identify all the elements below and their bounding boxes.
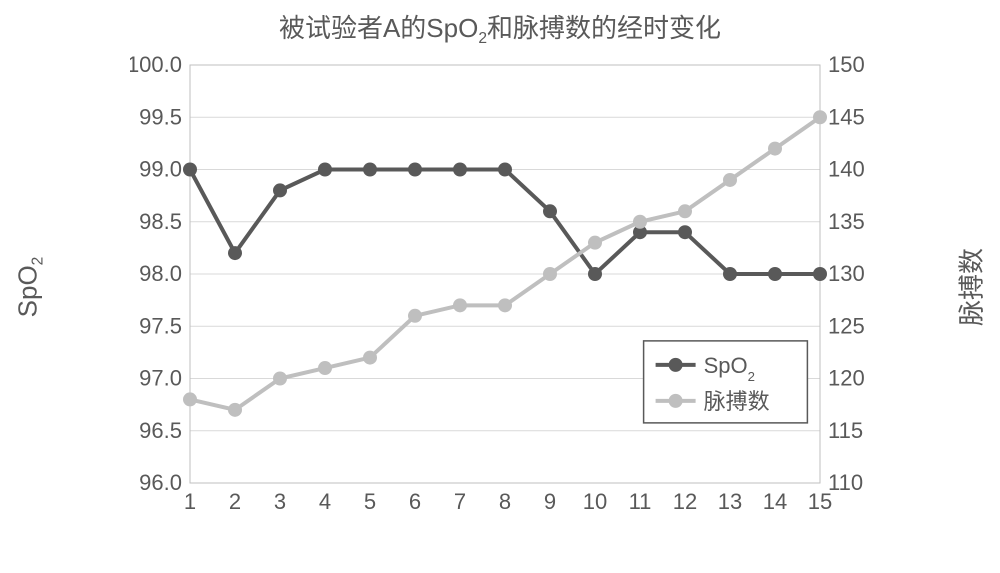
svg-text:13: 13 [718,489,742,514]
svg-text:99.5: 99.5 [139,104,182,129]
svg-text:7: 7 [454,489,466,514]
chart-title: 被试验者A的SpO2和脉搏数的经时变化 [0,8,1000,48]
svg-text:110: 110 [828,470,863,495]
svg-text:125: 125 [828,313,865,338]
title-text-2: 和脉搏数的经时变化 [487,13,721,43]
chart-container: 被试验者A的SpO2和脉搏数的经时变化 SpO2 脉搏数 96.096.597.… [0,0,1000,573]
svg-text:135: 135 [828,209,865,234]
svg-text:130: 130 [828,261,865,286]
svg-text:140: 140 [828,157,865,182]
title-sub: 2 [478,30,487,47]
svg-text:96.0: 96.0 [139,470,182,495]
svg-text:97.5: 97.5 [139,313,182,338]
svg-text:1: 1 [184,489,196,514]
svg-text:98.0: 98.0 [139,261,182,286]
svg-text:10: 10 [583,489,607,514]
svg-text:脉搏数: 脉搏数 [704,389,770,414]
y1-axis-label: SpO2 [12,227,47,347]
svg-text:9: 9 [544,489,556,514]
svg-text:12: 12 [673,489,697,514]
svg-text:98.5: 98.5 [139,209,182,234]
svg-text:4: 4 [319,489,331,514]
svg-text:5: 5 [364,489,376,514]
svg-text:96.5: 96.5 [139,418,182,443]
y2-axis-label: 脉搏数 [952,227,989,347]
y1-label-text: SpO [12,265,42,317]
svg-text:11: 11 [629,489,652,514]
svg-text:145: 145 [828,104,865,129]
plot-area: 96.096.597.097.598.098.599.099.5100.0110… [130,55,870,518]
svg-text:6: 6 [409,489,421,514]
svg-text:150: 150 [828,55,865,77]
svg-text:99.0: 99.0 [139,157,182,182]
title-text-1: 被试验者A的SpO [279,13,478,43]
svg-text:15: 15 [808,489,832,514]
y1-label-sub: 2 [30,256,47,265]
svg-text:3: 3 [274,489,286,514]
svg-text:8: 8 [499,489,511,514]
svg-text:14: 14 [763,489,787,514]
svg-text:100.0: 100.0 [130,55,182,77]
svg-text:120: 120 [828,366,865,391]
svg-text:97.0: 97.0 [139,366,182,391]
svg-text:115: 115 [828,418,863,443]
chart-svg: 96.096.597.097.598.098.599.099.5100.0110… [130,55,870,518]
svg-text:2: 2 [229,489,241,514]
